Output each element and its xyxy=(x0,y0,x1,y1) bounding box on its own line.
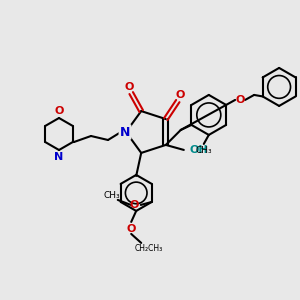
Text: O: O xyxy=(236,95,245,105)
Text: CH₃: CH₃ xyxy=(103,191,120,200)
Text: CH₂CH₃: CH₂CH₃ xyxy=(135,244,163,253)
Text: OH: OH xyxy=(190,145,208,155)
Text: N: N xyxy=(120,125,130,139)
Text: O: O xyxy=(129,200,139,210)
Text: O: O xyxy=(127,224,136,234)
Text: O: O xyxy=(54,106,64,116)
Text: CH₃: CH₃ xyxy=(196,146,212,155)
Text: N: N xyxy=(119,128,129,140)
Text: O: O xyxy=(124,82,134,92)
Text: N: N xyxy=(54,152,64,162)
Text: O: O xyxy=(175,90,184,100)
